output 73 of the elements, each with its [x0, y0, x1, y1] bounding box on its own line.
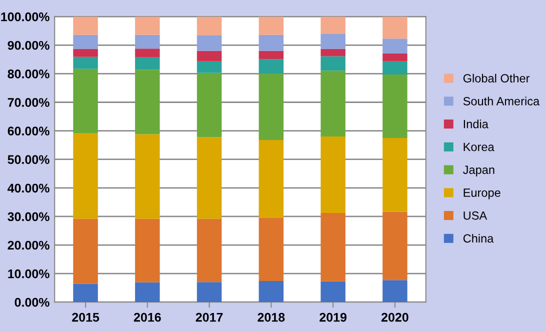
- bar: [258, 34, 284, 51]
- bar: [320, 281, 346, 302]
- y-tick-label: 0.00%: [14, 298, 50, 307]
- bar: [258, 140, 284, 218]
- x-tick-label: 2020: [381, 312, 408, 322]
- bar: [320, 48, 346, 56]
- bar: [196, 137, 222, 219]
- legend-label: Korea: [464, 142, 494, 152]
- bar: [135, 70, 160, 134]
- y-tick-label: 60.00%: [8, 126, 50, 136]
- bar: [196, 16, 222, 36]
- legend-label: China: [463, 234, 494, 243]
- bar: [73, 68, 98, 134]
- bar: [320, 56, 346, 71]
- bar: [258, 50, 284, 60]
- bar: [382, 61, 408, 75]
- bar: [135, 16, 160, 35]
- bar: [320, 70, 346, 137]
- legend-label: Global Other: [463, 74, 530, 83]
- y-tick-label: 100.00%: [1, 12, 50, 22]
- bar: [73, 34, 98, 49]
- bar: [196, 72, 222, 138]
- x-tick-label: 2018: [258, 312, 285, 322]
- bar: [73, 218, 98, 284]
- y-tick-label: 10.00%: [8, 269, 50, 278]
- y-tick-label: 20.00%: [8, 240, 50, 250]
- y-tick-label: 30.00%: [8, 212, 50, 222]
- y-tick-label: 80.00%: [8, 70, 50, 78]
- bar: [135, 57, 160, 70]
- bar: [382, 53, 408, 62]
- x-tick-label: 2017: [196, 312, 223, 322]
- y-tick-label: 90.00%: [8, 40, 50, 50]
- x-tick-label: 2019: [320, 312, 346, 322]
- bar: [73, 133, 98, 219]
- y-tick-label: 40.00%: [8, 184, 50, 193]
- bar: [135, 48, 160, 58]
- bar: [258, 73, 284, 140]
- legend-label: USA: [464, 211, 488, 220]
- bar: [196, 218, 222, 282]
- bar: [258, 59, 284, 74]
- bar: [382, 138, 408, 212]
- bar: [196, 35, 222, 51]
- bar: [196, 50, 222, 62]
- bar: [382, 16, 408, 39]
- legend-label: India: [464, 120, 488, 128]
- bar: [135, 34, 160, 49]
- bar: [258, 218, 284, 281]
- bar: [135, 282, 160, 302]
- bar: [196, 282, 222, 302]
- bar: [73, 56, 98, 69]
- bar: [320, 34, 346, 49]
- y-tick-label: 50.00%: [8, 155, 50, 164]
- bar: [196, 61, 222, 73]
- x-tick-label: 2016: [134, 312, 161, 322]
- bar: [382, 38, 408, 54]
- bar: [320, 213, 346, 282]
- bar: [320, 136, 346, 214]
- bar: [73, 284, 98, 302]
- x-tick-label: 2015: [72, 312, 100, 322]
- bar: [382, 212, 408, 280]
- y-tick-label: 70.00%: [8, 98, 50, 107]
- legend-label: South America: [463, 96, 540, 106]
- legend-label: Japan: [463, 166, 494, 176]
- bar: [73, 48, 98, 57]
- bar: [258, 16, 284, 35]
- bar: [382, 280, 408, 302]
- bar: [135, 134, 160, 219]
- legend-label: Europe: [464, 188, 500, 200]
- bar: [258, 280, 284, 302]
- bar: [135, 218, 160, 282]
- bar: [382, 74, 408, 138]
- bar: [320, 16, 346, 34]
- bar: [73, 16, 98, 35]
